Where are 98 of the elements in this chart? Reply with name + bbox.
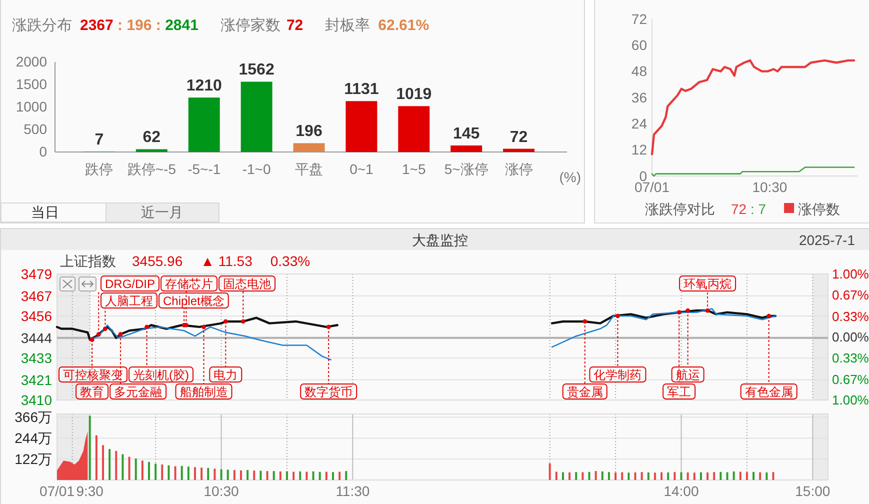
annotation: 教育 bbox=[80, 385, 104, 399]
text: 封板率 62.61% bbox=[325, 17, 430, 34]
data-label: 145 bbox=[452, 125, 480, 142]
y2-tick-label: 1.00% bbox=[832, 392, 869, 408]
annotation: 贵金属 bbox=[566, 385, 603, 399]
y-tick-label: 2000 bbox=[16, 53, 48, 70]
chart-title: 涨跌分布 bbox=[12, 17, 72, 34]
y-tick-label: 12 bbox=[631, 142, 648, 158]
y-tick-label: 3479 bbox=[20, 266, 52, 282]
x-tick-label: 15:00 bbox=[795, 483, 830, 499]
bar bbox=[503, 148, 535, 152]
x-tick-label: 10:30 bbox=[204, 483, 239, 499]
y-tick-label: 48 bbox=[631, 63, 648, 80]
y2-tick-label: 1.00% bbox=[832, 266, 869, 282]
y-tick-label: 0 bbox=[39, 143, 48, 160]
line-series bbox=[651, 166, 855, 177]
y-tick-label: 122万 bbox=[14, 450, 52, 467]
annotation: Chiplet概念 bbox=[163, 294, 224, 308]
y2-tick-label: 0.33% bbox=[832, 350, 869, 366]
text: 大盘监控 bbox=[412, 232, 468, 248]
text: 72 : 7 bbox=[731, 201, 766, 217]
y-tick-label: 3467 bbox=[20, 288, 52, 304]
x-axis-title: (%) bbox=[559, 169, 581, 185]
bar bbox=[240, 82, 272, 152]
tab: 近一月 bbox=[106, 202, 220, 222]
y-tick-label: 36 bbox=[631, 89, 648, 106]
annotation: 多元金融 bbox=[114, 385, 162, 399]
bar bbox=[293, 143, 325, 152]
y2-tick-label: 0.67% bbox=[832, 372, 869, 387]
text: 3455.96 bbox=[132, 253, 183, 269]
data-label: 7 bbox=[94, 132, 104, 149]
annotation: 环氧丙烷 bbox=[684, 277, 732, 291]
annotation: 可控核聚变 bbox=[63, 368, 123, 382]
y-tick-label: 366万 bbox=[14, 408, 52, 425]
x-tick-label: 07/01 bbox=[39, 483, 75, 499]
x-tick-label: 平盘 bbox=[295, 160, 323, 177]
x-tick-label: 0~1 bbox=[350, 160, 374, 177]
bar bbox=[398, 106, 430, 152]
y-tick-label: 3421 bbox=[20, 372, 52, 388]
text: 涨停家数 72 bbox=[220, 17, 304, 34]
y-tick-label: 500 bbox=[24, 120, 48, 137]
bar bbox=[450, 145, 482, 152]
annotation: 存储芯片 bbox=[165, 277, 214, 291]
y-tick-label: 1500 bbox=[16, 76, 48, 92]
y-tick-label: 3410 bbox=[20, 392, 52, 408]
bar bbox=[188, 98, 220, 152]
chart-title: 上证指数 bbox=[60, 253, 116, 269]
y-tick-label: 24 bbox=[631, 116, 648, 132]
y-tick-label: 0 bbox=[639, 168, 648, 184]
x-tick-label: 涨停 bbox=[504, 160, 533, 177]
x-tick-label: -5~-1 bbox=[188, 160, 221, 177]
x-tick-label: -1~0 bbox=[242, 160, 271, 177]
x-tick-label: 跌停~-5 bbox=[127, 160, 176, 177]
y2-tick-label: 0.33% bbox=[832, 308, 869, 324]
x-tick-label: 11:30 bbox=[336, 483, 370, 499]
text: ▲ 11.53 bbox=[200, 253, 253, 269]
y-tick-label: 244万 bbox=[14, 430, 52, 446]
data-label: 1019 bbox=[396, 86, 432, 104]
x-tick-label: 5~涨停 bbox=[444, 160, 488, 177]
text: 2367 : 196 : 2841 bbox=[80, 17, 198, 34]
data-label: 196 bbox=[296, 123, 322, 140]
annotation: DRG/DIP bbox=[105, 277, 156, 291]
x-tick-label: 1~5 bbox=[402, 160, 426, 177]
y2-tick-label: 0.67% bbox=[832, 287, 869, 302]
data-label: 62 bbox=[142, 129, 161, 146]
y-tick-label: 3456 bbox=[20, 308, 52, 324]
y-tick-label: 3444 bbox=[20, 330, 52, 346]
tab: 当日 bbox=[0, 202, 106, 222]
annotation: 化学制药 bbox=[594, 368, 642, 382]
data-label: 1210 bbox=[186, 78, 222, 95]
data-label: 1562 bbox=[238, 62, 274, 79]
y-tick-label: 3433 bbox=[20, 350, 52, 366]
x-tick-label: 14:00 bbox=[664, 483, 699, 499]
data-label: 1131 bbox=[344, 81, 379, 98]
text: 0.33% bbox=[270, 253, 310, 269]
annotation: 军工 bbox=[667, 385, 692, 399]
text: 2025-7-1 bbox=[798, 232, 856, 248]
x-tick-label: 10:30 bbox=[752, 179, 788, 195]
bar bbox=[346, 101, 378, 152]
y-tick-label: 72 bbox=[631, 10, 648, 27]
x-tick-label: 9:30 bbox=[76, 483, 104, 499]
annotation: 航运 bbox=[676, 368, 700, 382]
data-label: 72 bbox=[510, 128, 528, 146]
legend-label: 涨停数 bbox=[798, 201, 840, 217]
text: 涨跌停对比 bbox=[645, 201, 715, 217]
annotation: 数字货币 bbox=[304, 385, 353, 399]
x-tick-label: 跌停 bbox=[85, 160, 114, 177]
annotation: 船舶制造 bbox=[180, 385, 228, 399]
annotation: 固态电池 bbox=[223, 277, 272, 291]
line-series bbox=[650, 59, 856, 156]
annotation: 光刻机(胶) bbox=[133, 368, 189, 382]
bar bbox=[136, 149, 168, 152]
y-tick-label: 60 bbox=[631, 37, 648, 54]
y-tick-label: 1000 bbox=[16, 98, 48, 114]
annotation: 人脑工程 bbox=[105, 294, 153, 308]
annotation: 电力 bbox=[214, 368, 238, 382]
y2-tick-label: 0.00% bbox=[832, 330, 869, 345]
annotation: 有色金属 bbox=[744, 385, 793, 399]
